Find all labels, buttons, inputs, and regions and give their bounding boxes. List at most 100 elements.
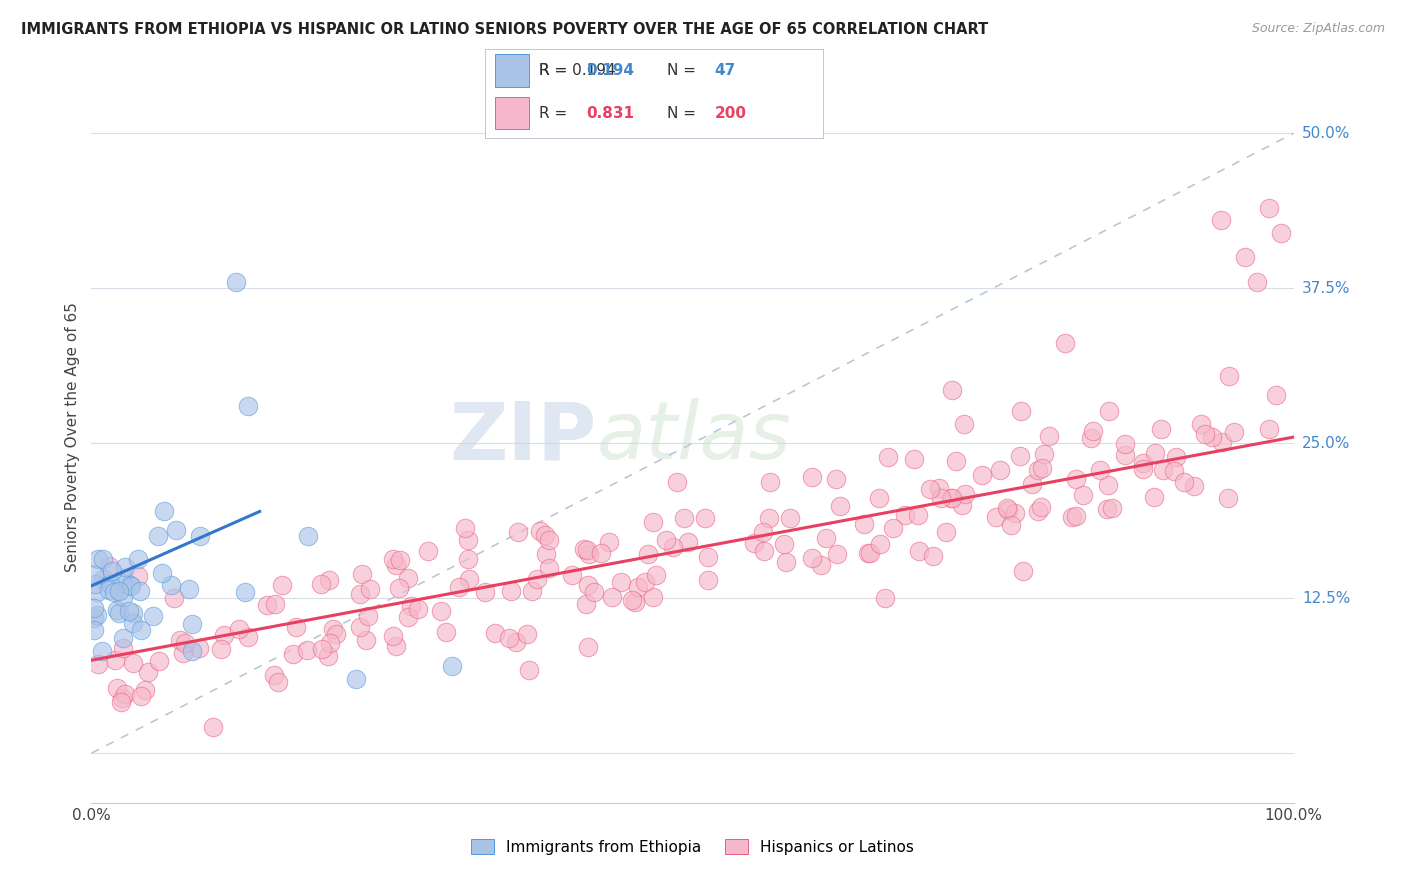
- Point: [1258, 201, 1281, 215]
- Point: [1098, 403, 1121, 417]
- Point: [1211, 435, 1233, 450]
- Point: [148, 654, 170, 668]
- Point: [91, 643, 114, 657]
- Point: [134, 682, 156, 697]
- Y-axis label: Seniors Poverty Over the Age of 65: Seniors Poverty Over the Age of 65: [65, 302, 80, 572]
- Point: [950, 498, 973, 512]
- Point: [110, 695, 132, 709]
- Point: [941, 491, 963, 505]
- Point: [828, 500, 851, 514]
- Point: [188, 529, 211, 543]
- Text: R =: R =: [538, 106, 572, 120]
- Point: [1143, 446, 1166, 460]
- Point: [576, 578, 599, 592]
- Point: [86, 585, 108, 599]
- Point: [112, 631, 135, 645]
- Point: [349, 620, 371, 634]
- Point: [882, 521, 904, 535]
- Point: [534, 547, 557, 561]
- Point: [83, 624, 105, 638]
- Point: [1265, 388, 1288, 402]
- Point: [538, 561, 561, 575]
- Point: [1114, 437, 1136, 451]
- Point: [122, 607, 145, 621]
- Point: [318, 573, 340, 587]
- Point: [873, 591, 896, 605]
- Point: [354, 633, 377, 648]
- Point: [1143, 490, 1166, 504]
- Point: [1218, 369, 1240, 384]
- Point: [1257, 422, 1279, 436]
- Point: [263, 668, 285, 682]
- Point: [1189, 417, 1212, 432]
- Point: [118, 578, 141, 592]
- Point: [643, 516, 665, 530]
- Point: [201, 719, 224, 733]
- Point: [672, 510, 695, 524]
- Point: [484, 625, 506, 640]
- Point: [1150, 422, 1173, 436]
- Point: [98, 577, 121, 591]
- Point: [131, 690, 153, 704]
- Point: [271, 578, 294, 592]
- Point: [1184, 479, 1206, 493]
- Point: [86, 657, 108, 671]
- Point: [538, 533, 561, 547]
- Point: [1033, 447, 1056, 461]
- Point: [209, 641, 232, 656]
- Point: [1101, 501, 1123, 516]
- Point: [318, 636, 340, 650]
- Point: [534, 528, 557, 542]
- Point: [920, 482, 942, 496]
- Point: [180, 617, 202, 632]
- Point: [758, 510, 780, 524]
- Point: [1270, 226, 1292, 240]
- Point: [952, 417, 974, 432]
- Point: [111, 575, 134, 590]
- Point: [929, 491, 952, 505]
- Point: [233, 585, 256, 599]
- Point: [529, 524, 551, 538]
- Point: [1064, 508, 1087, 523]
- Point: [114, 687, 136, 701]
- Point: [1234, 250, 1257, 264]
- Text: R = 0.194: R = 0.194: [538, 63, 616, 78]
- Point: [877, 450, 900, 464]
- Point: [574, 541, 596, 556]
- Point: [297, 643, 319, 657]
- Point: [627, 580, 650, 594]
- Point: [598, 535, 620, 549]
- Point: [772, 537, 794, 551]
- Point: [129, 624, 152, 638]
- Point: [297, 529, 319, 543]
- Point: [752, 543, 775, 558]
- Point: [142, 609, 165, 624]
- Point: [121, 616, 143, 631]
- Point: [576, 542, 599, 557]
- Point: [179, 582, 201, 596]
- Point: [1054, 336, 1077, 351]
- Point: [576, 640, 599, 654]
- Point: [359, 582, 381, 596]
- Point: [165, 523, 187, 537]
- Point: [180, 644, 202, 658]
- Point: [516, 627, 538, 641]
- Point: [83, 576, 105, 591]
- Point: [620, 593, 643, 607]
- Point: [941, 384, 963, 398]
- Point: [907, 508, 929, 522]
- Point: [454, 521, 477, 535]
- Point: [107, 583, 129, 598]
- Point: [121, 656, 143, 670]
- Point: [128, 584, 150, 599]
- Point: [385, 639, 408, 653]
- Point: [357, 608, 380, 623]
- Point: [388, 553, 411, 567]
- Point: [1216, 491, 1239, 506]
- Point: [1132, 456, 1154, 470]
- Point: [1194, 427, 1216, 442]
- Point: [661, 540, 683, 554]
- Point: [526, 573, 548, 587]
- Point: [228, 622, 250, 636]
- Point: [779, 511, 801, 525]
